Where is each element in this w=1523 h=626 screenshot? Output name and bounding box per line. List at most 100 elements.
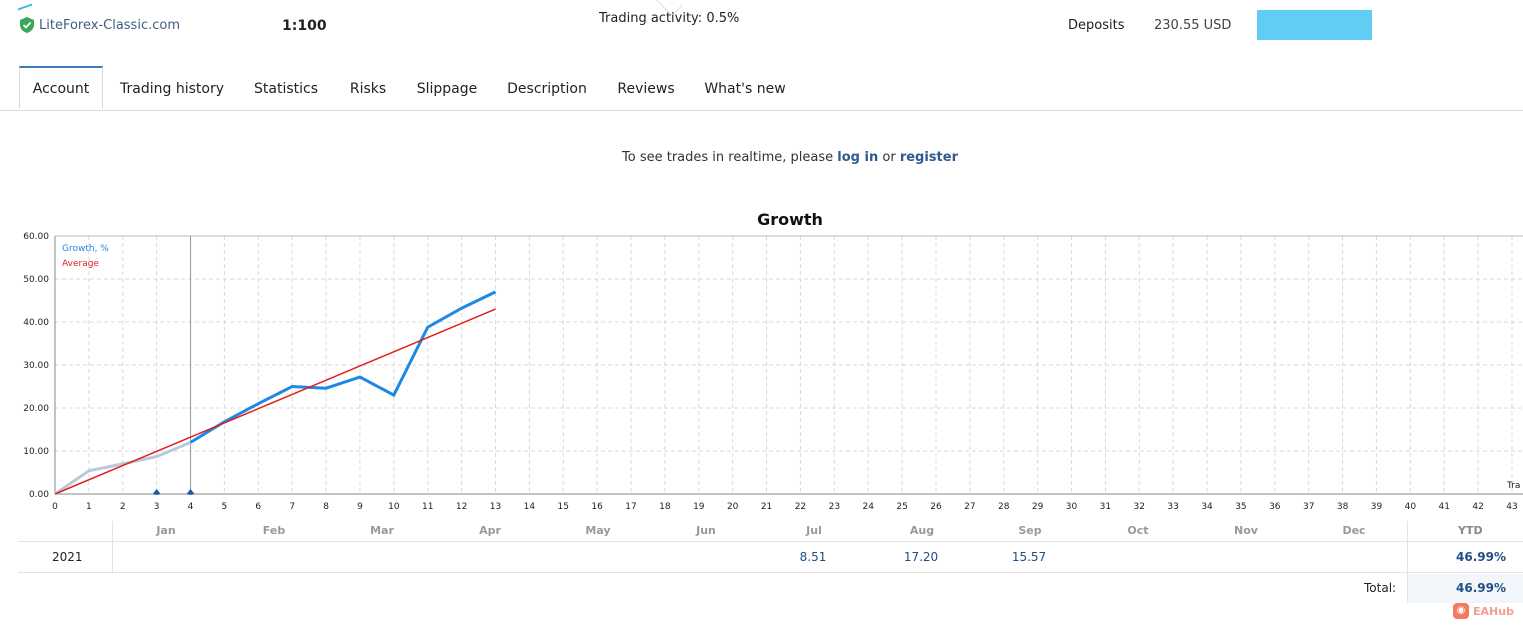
- x-tick-label: 29: [1032, 502, 1044, 512]
- register-link[interactable]: register: [899, 150, 958, 165]
- x-tick-label: 37: [1303, 502, 1314, 512]
- leverage-value: 1:100: [282, 18, 327, 34]
- legend-average: Average: [62, 259, 99, 269]
- month-header-jan: Jan: [156, 524, 176, 537]
- x-tick-label: 1: [86, 502, 92, 512]
- month-header-may: May: [585, 524, 611, 537]
- table-divider: [1407, 521, 1408, 603]
- x-tick-label: 39: [1371, 502, 1383, 512]
- tab-bar: Account Trading history Statistics Risks…: [0, 66, 1523, 111]
- x-tick-label: 27: [964, 502, 975, 512]
- x-tick-label: 5: [222, 502, 228, 512]
- x-tick-label: 25: [896, 502, 907, 512]
- tab-statistics[interactable]: Statistics: [254, 81, 318, 97]
- tab-description[interactable]: Description: [507, 81, 587, 97]
- x-tick-label: 32: [1134, 502, 1145, 512]
- x-tick-label: 26: [930, 502, 942, 512]
- tab-reviews[interactable]: Reviews: [617, 81, 675, 97]
- total-value: 46.99%: [1456, 581, 1506, 595]
- x-tick-label: 31: [1100, 502, 1111, 512]
- x-tick-label: 19: [693, 502, 705, 512]
- x-tick-label: 10: [388, 502, 400, 512]
- x-tick-label: 28: [998, 502, 1010, 512]
- month-value-aug: 17.20: [903, 550, 939, 564]
- table-divider: [18, 572, 1523, 573]
- x-tick-label: 42: [1472, 502, 1483, 512]
- watermark-text: EAHub: [1473, 604, 1514, 618]
- y-tick-label: 50.00: [23, 275, 49, 285]
- month-header-apr: Apr: [479, 524, 501, 537]
- tab-whats-new[interactable]: What's new: [704, 81, 786, 97]
- realtime-middle: or: [878, 150, 900, 165]
- growth-series-line-initial: [54, 441, 192, 496]
- month-header-jul: Jul: [806, 524, 822, 537]
- header-corner-accent: [18, 0, 32, 11]
- deposits-label: Deposits: [1068, 18, 1125, 33]
- eahub-logo-icon: ◉: [1453, 603, 1469, 619]
- deposit-marker: [186, 489, 195, 495]
- deposits-value: 230.55 USD: [1154, 18, 1232, 33]
- shield-check-icon: [20, 17, 34, 33]
- year-label: 2021: [52, 550, 83, 564]
- realtime-prefix: To see trades in realtime, please: [622, 150, 838, 165]
- y-tick-label: 40.00: [23, 318, 49, 328]
- realtime-notice: To see trades in realtime, please log in…: [0, 150, 1523, 165]
- trading-activity: Trading activity: 0.5%: [599, 11, 740, 26]
- y-tick-label: 20.00: [23, 404, 49, 414]
- x-tick-label: 38: [1337, 502, 1349, 512]
- x-tick-label: 41: [1439, 502, 1450, 512]
- x-tick-label: 23: [829, 502, 840, 512]
- x-tick-label: 18: [659, 502, 671, 512]
- month-header-sep: Sep: [1018, 524, 1042, 537]
- tab-slippage[interactable]: Slippage: [416, 81, 478, 97]
- action-button[interactable]: [1257, 10, 1372, 40]
- watermark: ◉ EAHub: [1453, 603, 1514, 619]
- x-tick-label: 0: [52, 502, 58, 512]
- x-tick-label: 43: [1506, 502, 1517, 512]
- y-tick-label: 30.00: [23, 361, 49, 371]
- x-tick-label: 7: [289, 502, 295, 512]
- y-tick-label: 10.00: [23, 447, 49, 457]
- x-tick-label: 12: [456, 502, 467, 512]
- y-tick-label: 60.00: [23, 232, 49, 242]
- legend-growth: Growth, %: [62, 244, 109, 254]
- broker-name[interactable]: LiteForex-Classic.com: [39, 17, 180, 33]
- ytd-header: YTD: [1458, 524, 1483, 537]
- month-value-sep: 15.57: [1011, 550, 1047, 564]
- broker-info[interactable]: LiteForex-Classic.com: [20, 17, 180, 33]
- ytd-value: 46.99%: [1456, 550, 1506, 564]
- month-header-jun: Jun: [696, 524, 716, 537]
- x-tick-label: 15: [558, 502, 569, 512]
- x-tick-label: 34: [1201, 502, 1213, 512]
- x-tick-label: 16: [591, 502, 603, 512]
- x-tick-label: 2: [120, 502, 126, 512]
- tab-account[interactable]: Account: [19, 66, 103, 109]
- total-cell: [1408, 574, 1523, 603]
- x-tick-label: 14: [524, 502, 536, 512]
- tab-risks[interactable]: Risks: [349, 81, 387, 97]
- x-tick-label: 11: [422, 502, 433, 512]
- x-tick-label: 35: [1235, 502, 1246, 512]
- tab-trading-history[interactable]: Trading history: [120, 81, 224, 97]
- month-value-jul: 8.51: [799, 550, 827, 564]
- x-tick-label: 24: [862, 502, 874, 512]
- table-divider: [18, 541, 1523, 542]
- x-tick-label: 33: [1167, 502, 1178, 512]
- x-tick-label: 4: [188, 502, 194, 512]
- average-series-line: [54, 308, 496, 495]
- x-tick-label: 21: [761, 502, 772, 512]
- growth-series-line: [189, 290, 497, 444]
- month-header-nov: Nov: [1234, 524, 1258, 537]
- deposit-marker: [152, 489, 161, 495]
- month-header-mar: Mar: [370, 524, 394, 537]
- x-tick-label: 30: [1066, 502, 1078, 512]
- x-tick-label: 20: [727, 502, 739, 512]
- login-link[interactable]: log in: [837, 150, 879, 165]
- x-tick-label: 36: [1269, 502, 1281, 512]
- x-tick-label: 9: [357, 502, 363, 512]
- x-tick-label: 8: [323, 502, 329, 512]
- x-tick-label: 22: [795, 502, 806, 512]
- x-tick-label: 13: [490, 502, 501, 512]
- table-divider: [112, 521, 113, 572]
